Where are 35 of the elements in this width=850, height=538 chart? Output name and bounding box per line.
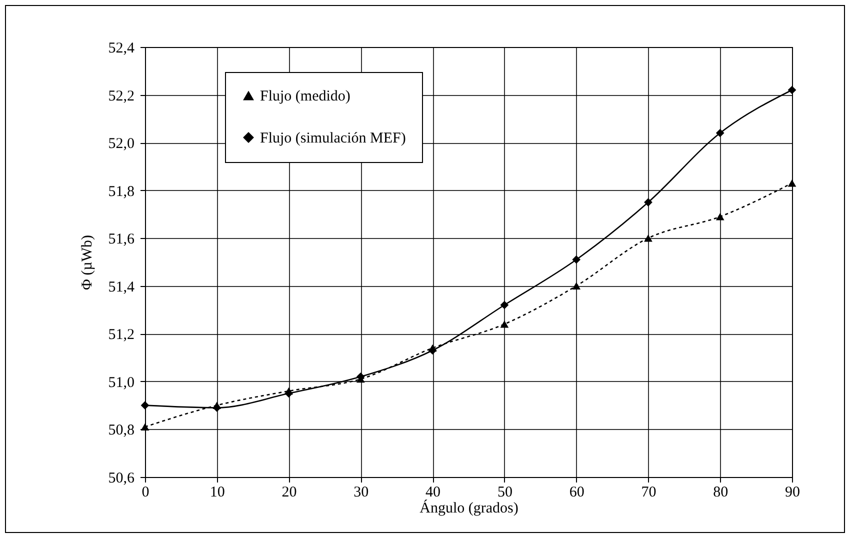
y-tick-label: 52,0 [108, 136, 134, 152]
x-tick-label: 50 [497, 484, 512, 500]
point [572, 282, 581, 290]
point [716, 212, 724, 220]
x-tick-label: 20 [282, 484, 297, 500]
x-tick-label: 90 [785, 484, 800, 500]
point [572, 255, 581, 264]
x-tick-label: 40 [426, 484, 441, 500]
y-tick-label: 52,4 [108, 40, 135, 56]
legend-label: Flujo (medido) [260, 88, 350, 104]
y-axis-title: Φ (µWb) [79, 234, 96, 290]
x-tick-label: 70 [641, 484, 656, 500]
point [788, 86, 796, 94]
x-axis-title: Ángulo (grados) [420, 500, 518, 516]
point [644, 198, 652, 206]
point [788, 180, 796, 187]
y-tick-label: 51,4 [108, 279, 135, 296]
y-tick-label: 51,8 [108, 184, 134, 200]
y-tick-label: 50,8 [108, 422, 134, 439]
y-tick-label: 52,2 [108, 88, 134, 104]
point [500, 320, 509, 328]
y-tick-label: 51,6 [108, 232, 135, 248]
y-tick-label: 50,6 [108, 470, 135, 486]
point [716, 128, 724, 138]
y-tick-label: 51,0 [108, 374, 134, 391]
point [140, 401, 150, 410]
x-tick-label: 10 [210, 484, 225, 500]
y-tick-label: 51,2 [108, 327, 134, 344]
legend-label: Flujo (simulación MEF) [260, 130, 406, 146]
x-tick-label: 60 [569, 484, 584, 500]
point [644, 234, 652, 242]
x-tick-label: 30 [354, 484, 369, 500]
point [500, 300, 509, 310]
x-tick-label: 80 [713, 484, 728, 500]
x-tick-label: 0 [142, 484, 150, 500]
